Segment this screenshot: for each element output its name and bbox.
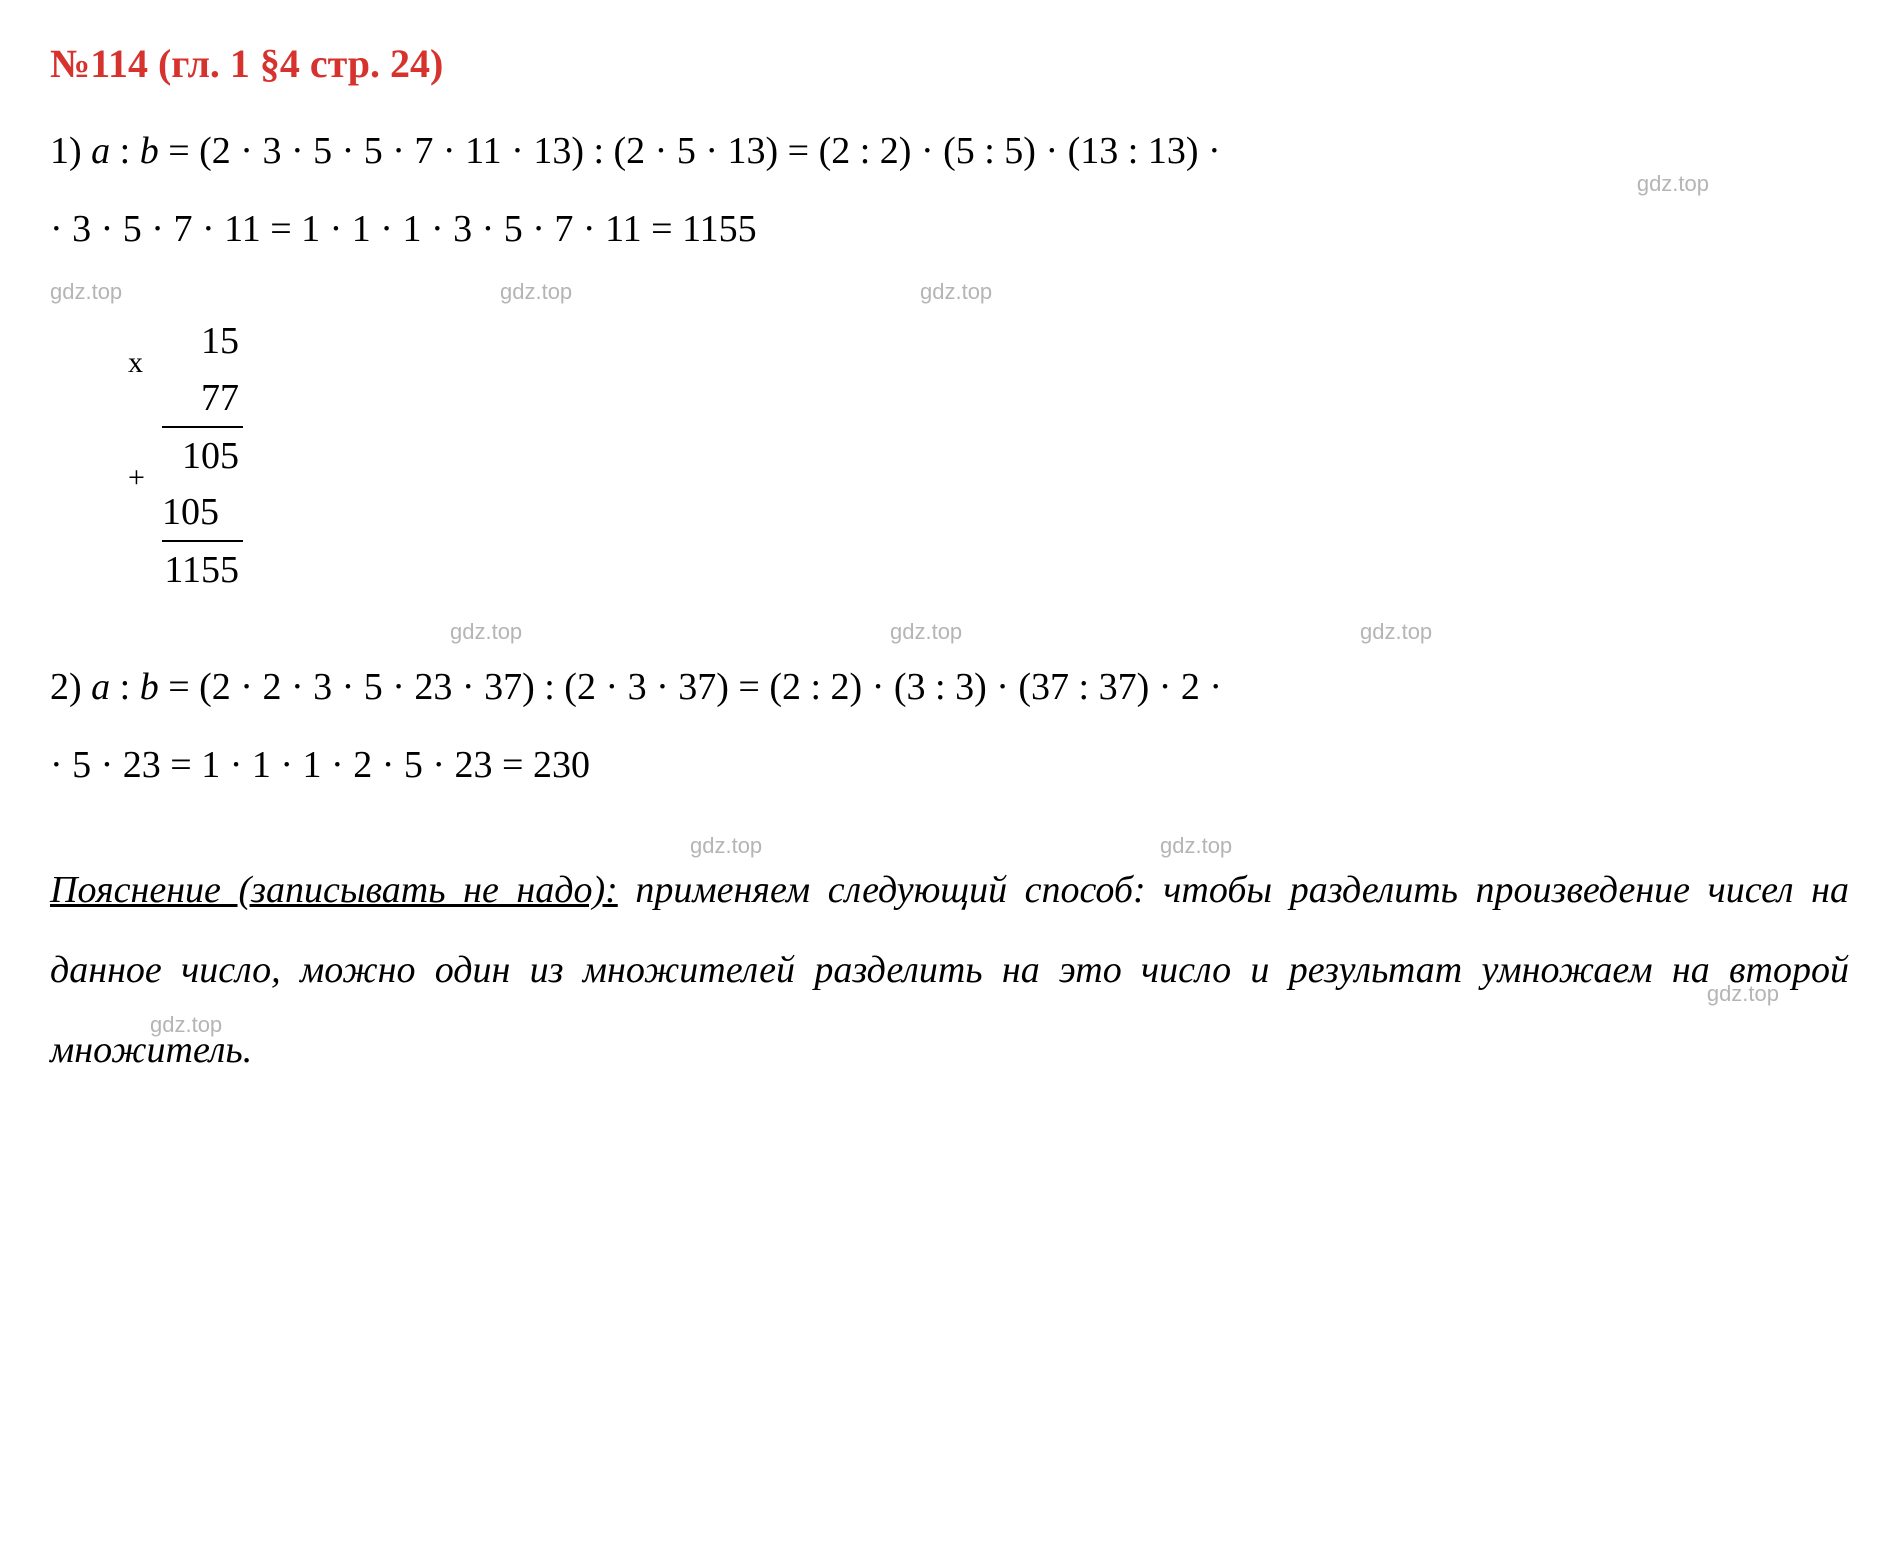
problem-2-line-2: · 5 · 23 = 1 · 1 · 1 · 2 · 5 · 23 = 230: [50, 729, 1849, 801]
explanation-label: Пояснение (записывать не надо):: [50, 869, 618, 911]
problem-2: 2) a : b = (2 · 2 · 3 · 5 · 23 · 37) : (…: [50, 651, 1849, 801]
problem-number: 2): [50, 666, 82, 708]
multiply-symbol: х: [128, 341, 143, 385]
calc-result: 1155: [162, 542, 243, 598]
plus-symbol: +: [128, 456, 145, 500]
math-expr: = (2 · 3 · 5 · 5 · 7 · 11 · 13) : (2 · 5…: [168, 130, 1220, 172]
watermark: gdz.top: [50, 279, 122, 305]
problem-1-line-1: 1) a : b = (2 · 3 · 5 · 5 · 7 · 11 · 13)…: [50, 115, 1849, 187]
watermark: gdz.top: [450, 619, 522, 645]
math-var: a: [91, 130, 110, 172]
calc-value: 15: [201, 320, 239, 362]
math-var: b: [140, 666, 159, 708]
document-container: №114 (гл. 1 §4 стр. 24) 1) a : b = (2 · …: [50, 40, 1849, 1090]
watermark: gdz.top: [1160, 823, 1232, 869]
calc-multiplicand: х 15: [162, 313, 243, 369]
watermark: gdz.top: [690, 823, 762, 869]
watermark: gdz.top: [1637, 171, 1709, 197]
problem-1: 1) a : b = (2 · 3 · 5 · 5 · 7 · 11 · 13)…: [50, 115, 1849, 265]
explanation-block: gdz.top gdz.top gdz.top gdz.top Пояснени…: [50, 851, 1849, 1090]
watermark: gdz.top: [1360, 619, 1432, 645]
calc-partial-1: + 105: [162, 428, 243, 484]
calc-section: х 15 77 + 105 105 1155 gdz.top gdz.top g…: [50, 271, 1849, 640]
problem-number: 1): [50, 130, 82, 172]
calc-multiplier: 77: [162, 370, 243, 428]
problem-2-line-1: 2) a : b = (2 · 2 · 3 · 5 · 23 · 37) : (…: [50, 651, 1849, 723]
watermark: gdz.top: [920, 279, 992, 305]
math-var: a: [91, 666, 110, 708]
watermark: gdz.top: [500, 279, 572, 305]
watermark: gdz.top: [890, 619, 962, 645]
calc-value: 105: [182, 435, 239, 477]
calc-partial-2: 105: [162, 484, 243, 542]
multiplication-column: х 15 77 + 105 105 1155: [162, 313, 243, 598]
math-expr: = (2 · 2 · 3 · 5 · 23 · 37) : (2 · 3 · 3…: [168, 666, 1222, 708]
watermark: gdz.top: [1707, 971, 1779, 1017]
math-var: b: [140, 130, 159, 172]
problem-title: №114 (гл. 1 §4 стр. 24): [50, 40, 1849, 87]
watermark: gdz.top: [150, 1002, 222, 1048]
problem-1-line-2: · 3 · 5 · 7 · 11 = 1 · 1 · 1 · 3 · 5 · 7…: [50, 193, 1849, 265]
